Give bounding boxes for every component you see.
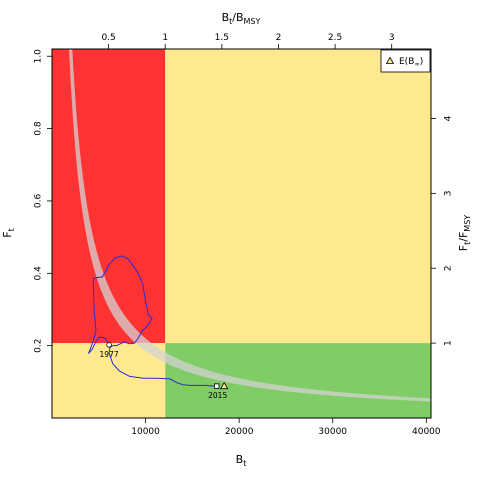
stock-status-zones xyxy=(52,49,431,418)
y-tick-label: 1.0 xyxy=(34,49,44,64)
zone-green xyxy=(165,343,431,418)
y-tick-label: 0.8 xyxy=(34,121,44,136)
top-axis-title: Bt/BMSY xyxy=(222,11,261,26)
right-tick-label: 4 xyxy=(444,115,454,121)
legend: E(B∞) xyxy=(380,49,431,73)
plot-frame xyxy=(51,48,432,419)
axes: 10000 20000 30000 40000 0.2 0.4 0.6 0.8 1.0 0.5 1 1… xyxy=(34,33,454,437)
right-tick-label: 3 xyxy=(444,190,454,196)
top-tick-label: 0.5 xyxy=(101,33,115,43)
top-tick-label: 2 xyxy=(276,33,282,43)
y-axis-title: Ft xyxy=(1,228,16,237)
y-tick-label: 0.6 xyxy=(34,194,44,209)
x-tick-label: 20000 xyxy=(225,427,254,437)
top-tick-label: 1.5 xyxy=(215,33,229,43)
top-tick-label: 1 xyxy=(162,33,168,43)
trajectory-points: 1977 2015 xyxy=(100,342,229,400)
x-tick-label: 10000 xyxy=(131,427,160,437)
end-year-label: 2015 xyxy=(208,391,227,400)
y-tick-label: 0.4 xyxy=(34,266,44,281)
top-tick-label: 2.5 xyxy=(328,33,342,43)
right-tick-label: 2 xyxy=(444,265,454,271)
start-point-marker xyxy=(106,342,112,348)
zone-yellow-lower xyxy=(52,343,166,418)
right-tick-label: 1 xyxy=(444,340,454,346)
legend-box xyxy=(380,49,431,73)
trajectory-line xyxy=(88,255,216,387)
x-tick-label: 30000 xyxy=(318,427,347,437)
stock-trajectory xyxy=(88,255,216,387)
expected-biomass-marker xyxy=(219,381,229,390)
start-year-label: 1977 xyxy=(100,350,119,359)
zone-yellow-upper xyxy=(165,49,431,344)
y-tick-label: 0.2 xyxy=(34,338,44,352)
x-tick-label: 40000 xyxy=(412,427,441,437)
legend-triangle-marker xyxy=(385,56,395,64)
x-axis-title: Bt xyxy=(236,453,247,468)
legend-label: E(B∞) xyxy=(399,57,423,68)
right-axis-title: Ft/FMSY xyxy=(457,215,472,251)
top-tick-label: 3 xyxy=(389,33,395,43)
end-point-marker xyxy=(214,383,220,389)
